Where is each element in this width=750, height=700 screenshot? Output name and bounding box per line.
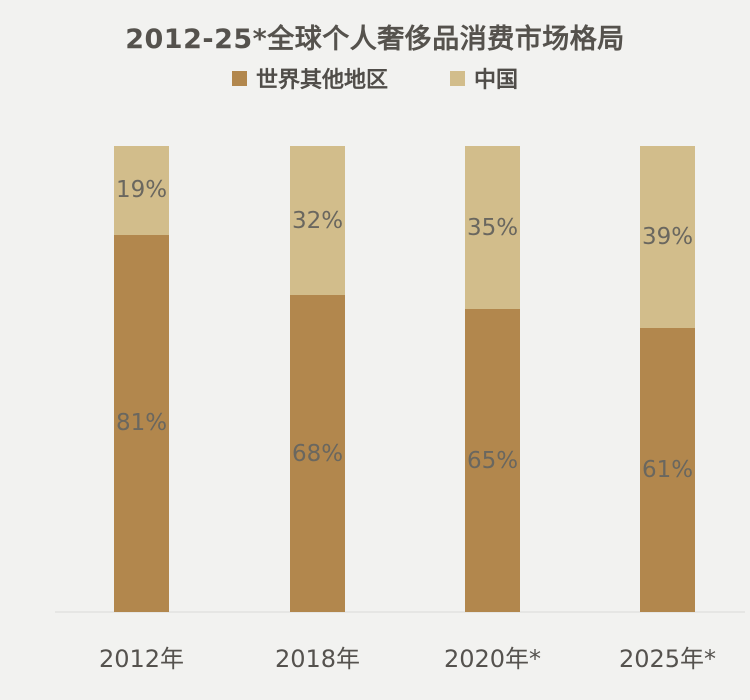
legend: 世界其他地区 中国 [0, 62, 750, 94]
bar-segment: 68% [290, 295, 345, 612]
bar-column: 35% 65% [465, 146, 520, 612]
legend-swatch [231, 70, 247, 86]
bar-segment: 32% [290, 146, 345, 296]
bar-column: 39% 61% [640, 146, 695, 612]
segment-value-label: 68% [291, 440, 344, 467]
x-axis-label: 2012年 [98, 645, 185, 673]
segment-value-label: 81% [115, 410, 168, 437]
segment-value-label: 61% [641, 456, 694, 483]
bar-segment: 61% [640, 327, 695, 612]
bar-segment: 81% [114, 234, 169, 612]
segment-value-label: 39% [641, 223, 694, 250]
x-axis-label: 2020年* [443, 645, 542, 673]
x-axis-label: 2018年 [274, 645, 361, 673]
bar-segment: 65% [465, 309, 520, 612]
segment-value-label: 32% [291, 207, 344, 234]
segment-value-label: 19% [115, 177, 168, 204]
legend-label: 世界其他地区 [255, 68, 388, 93]
legend-label: 中国 [474, 68, 519, 93]
bar-segment: 19% [114, 146, 169, 235]
legend-item: 中国 [450, 62, 518, 94]
bar-segment: 39% [640, 146, 695, 328]
segment-value-label: 65% [466, 447, 519, 474]
x-axis-line [55, 611, 745, 613]
bar-segment: 35% [465, 146, 520, 310]
x-axis-label: 2025年* [618, 645, 717, 673]
legend-swatch [450, 70, 465, 86]
chart-title: 2012-25*全球个人奢侈品消费市场格局 [125, 24, 625, 55]
bar-column: 32% 68% [290, 146, 345, 612]
legend-item: 世界其他地区 [231, 62, 388, 94]
segment-value-label: 35% [466, 214, 519, 241]
bar-column: 19% 81% [114, 146, 169, 612]
